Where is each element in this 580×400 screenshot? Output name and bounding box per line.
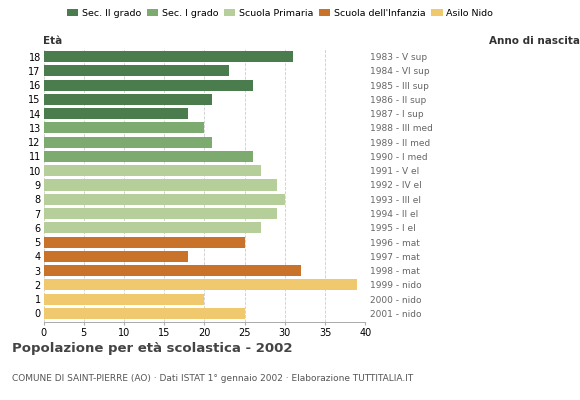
Bar [44, 122, 204, 134]
Bar [44, 108, 188, 119]
Bar [44, 251, 188, 262]
Bar [44, 165, 261, 176]
Bar [44, 194, 285, 205]
Bar [44, 265, 301, 276]
Bar [44, 80, 253, 91]
Bar [44, 308, 245, 319]
Bar [44, 222, 261, 233]
Bar [44, 51, 293, 62]
Bar [44, 208, 277, 219]
Bar [44, 137, 212, 148]
Text: Anno di nascita: Anno di nascita [489, 36, 580, 46]
Legend: Sec. II grado, Sec. I grado, Scuola Primaria, Scuola dell'Infanzia, Asilo Nido: Sec. II grado, Sec. I grado, Scuola Prim… [63, 5, 497, 22]
Bar [44, 180, 277, 190]
Text: COMUNE DI SAINT-PIERRE (AO) · Dati ISTAT 1° gennaio 2002 · Elaborazione TUTTITAL: COMUNE DI SAINT-PIERRE (AO) · Dati ISTAT… [12, 374, 413, 383]
Text: Età: Età [44, 36, 63, 46]
Bar [44, 279, 357, 290]
Bar [44, 151, 253, 162]
Bar [44, 236, 245, 248]
Bar [44, 94, 212, 105]
Text: Popolazione per età scolastica - 2002: Popolazione per età scolastica - 2002 [12, 342, 292, 355]
Bar [44, 294, 204, 305]
Bar [44, 65, 229, 76]
